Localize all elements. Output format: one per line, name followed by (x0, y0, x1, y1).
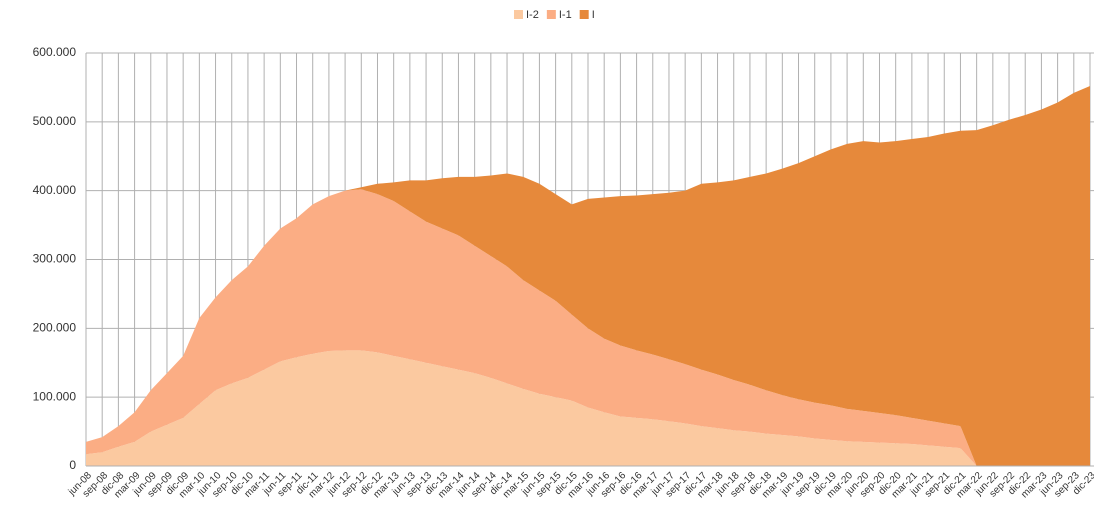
area (86, 189, 1090, 467)
legend-swatch (546, 10, 556, 19)
legend-label: I-1 (559, 9, 572, 21)
legend-label: I (592, 9, 595, 21)
y-tick-label: 100.000 (33, 389, 77, 403)
legend: I-2 I-1 I (514, 9, 595, 21)
area (86, 86, 1090, 466)
y-tick-label: 0 (69, 458, 76, 472)
y-tick-label: 500.000 (33, 114, 77, 128)
y-tick-label: 200.000 (33, 321, 77, 335)
legend-swatch (514, 10, 523, 19)
area (86, 350, 1090, 466)
legend-swatch (579, 10, 589, 19)
areas (86, 86, 1090, 467)
y-tick-label: 300.000 (33, 252, 77, 266)
legend-label: I-2 (526, 9, 539, 21)
y-tick-label: 600.000 (33, 45, 77, 59)
y-tick-label: 400.000 (33, 183, 77, 197)
